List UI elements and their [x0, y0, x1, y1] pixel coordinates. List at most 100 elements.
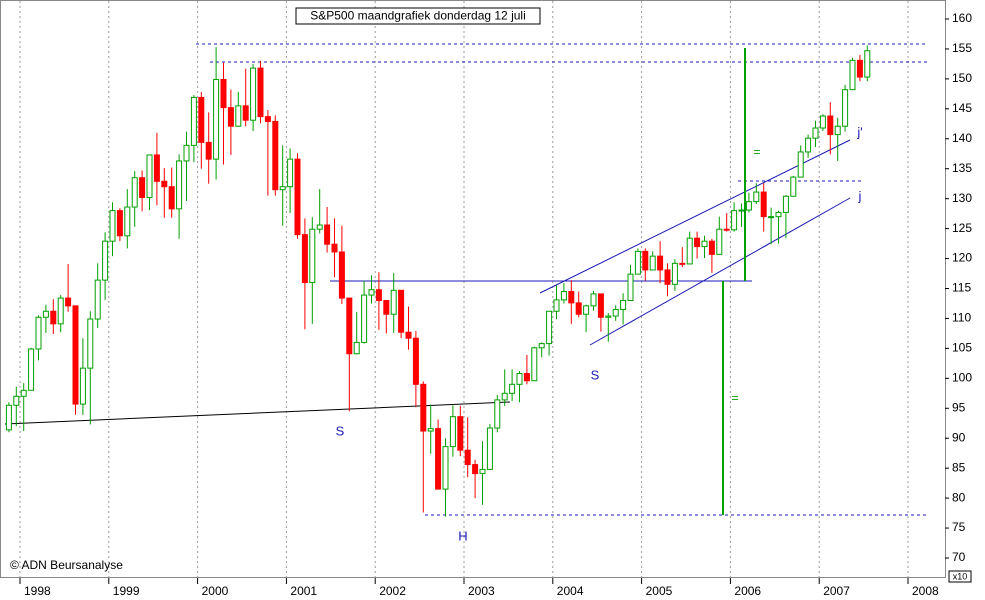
x-tick-label: 2007 — [823, 584, 850, 598]
title-box — [295, 7, 541, 25]
candle-body — [213, 78, 220, 160]
candle-body — [597, 293, 604, 318]
candle-body — [501, 392, 508, 401]
source: © ADN Beursanalyse — [10, 558, 123, 572]
candle-body — [427, 428, 434, 432]
candle-body — [775, 211, 782, 218]
annotation: H — [458, 528, 467, 543]
y-tick-label: 70 — [952, 550, 966, 564]
chart-title: S&P500 maandgrafiek donderdag 12 juli — [310, 9, 525, 23]
x-tick-label: 2002 — [379, 584, 406, 598]
channel-lower — [589, 197, 851, 346]
candle-body — [405, 331, 412, 339]
candle-body — [398, 289, 405, 333]
candle-body — [57, 297, 64, 325]
candle-body — [28, 348, 35, 391]
candle-body — [723, 228, 730, 231]
y-tick-label: 150 — [952, 71, 972, 85]
y-tick-label: 100 — [952, 371, 972, 385]
candle-body — [649, 255, 656, 271]
candle-body — [472, 464, 479, 475]
candle-body — [509, 383, 516, 394]
candle-body — [701, 240, 708, 248]
y-tick-label: 110 — [952, 311, 971, 325]
x-tick-label: 2001 — [290, 584, 317, 598]
candle-body — [634, 250, 641, 275]
candle-body — [849, 59, 856, 91]
candle-body — [531, 347, 538, 382]
candle-body — [782, 195, 789, 213]
candle-body — [827, 115, 834, 136]
candle-body — [309, 228, 316, 284]
candle-body — [479, 468, 486, 475]
y-tick-label: 85 — [952, 460, 966, 474]
candle-body — [183, 144, 190, 162]
candle-body — [568, 290, 575, 304]
y-tick-label: 80 — [952, 490, 966, 504]
x-tick-label: 2005 — [646, 584, 673, 598]
candle-body — [131, 177, 138, 208]
candle-body — [745, 201, 752, 211]
y-tick-label: 140 — [952, 131, 972, 145]
candle-body — [250, 67, 257, 121]
candle-body — [316, 224, 323, 230]
candle-body — [449, 416, 456, 448]
unit-label: x10 — [953, 571, 968, 581]
x-tick-label: 1998 — [24, 584, 51, 598]
candle-body — [287, 158, 294, 188]
candle-body — [435, 428, 442, 490]
candle-body — [35, 316, 42, 350]
candle-body — [257, 67, 264, 118]
y-tick-label: 125 — [952, 221, 972, 235]
y-tick-label: 120 — [952, 251, 972, 265]
candle-body — [146, 154, 153, 198]
candle-body — [79, 367, 86, 405]
candle-body — [753, 191, 760, 203]
y-tick-label: 75 — [952, 520, 966, 534]
candle-body — [5, 404, 12, 431]
candle-body — [264, 116, 271, 122]
x-tick-label: 2008 — [912, 584, 939, 598]
candle-body — [442, 446, 449, 490]
unit-box — [948, 570, 972, 583]
candle-body — [679, 262, 686, 265]
candle-body — [842, 89, 849, 127]
candle-body — [168, 186, 175, 210]
candle-body — [494, 399, 501, 429]
candle-body — [686, 237, 693, 265]
candle-body — [642, 250, 649, 271]
candles — [5, 45, 871, 517]
candle-body — [242, 105, 249, 121]
candle-body — [412, 337, 419, 385]
candle-body — [516, 373, 523, 385]
candle-body — [94, 279, 101, 320]
candle-body — [227, 107, 234, 127]
candle-body — [627, 273, 634, 301]
candle-body — [834, 125, 841, 136]
candle-body — [716, 228, 723, 255]
candle-body — [294, 158, 301, 236]
annotation: S — [336, 423, 345, 438]
candle-body — [538, 343, 545, 349]
candle-body — [694, 237, 701, 248]
candle-body — [812, 127, 819, 139]
candle-body — [457, 416, 464, 451]
candle-body — [819, 115, 826, 129]
candle-body — [708, 240, 715, 255]
candle-body — [760, 191, 767, 218]
candle-body — [605, 315, 612, 318]
annotation: = — [731, 391, 738, 405]
candle-body — [575, 302, 582, 315]
candle-body — [301, 234, 308, 284]
y-tick-label: 105 — [952, 341, 972, 355]
candle-body — [620, 299, 627, 310]
y-tick-label: 115 — [952, 281, 971, 295]
candle-body — [102, 240, 109, 281]
candle-body — [279, 186, 286, 191]
candle-body — [176, 160, 183, 210]
candle-body — [375, 289, 382, 301]
x-tick-label: 2006 — [734, 584, 761, 598]
y-tick-label: 155 — [952, 41, 972, 55]
candle-body — [664, 269, 671, 285]
